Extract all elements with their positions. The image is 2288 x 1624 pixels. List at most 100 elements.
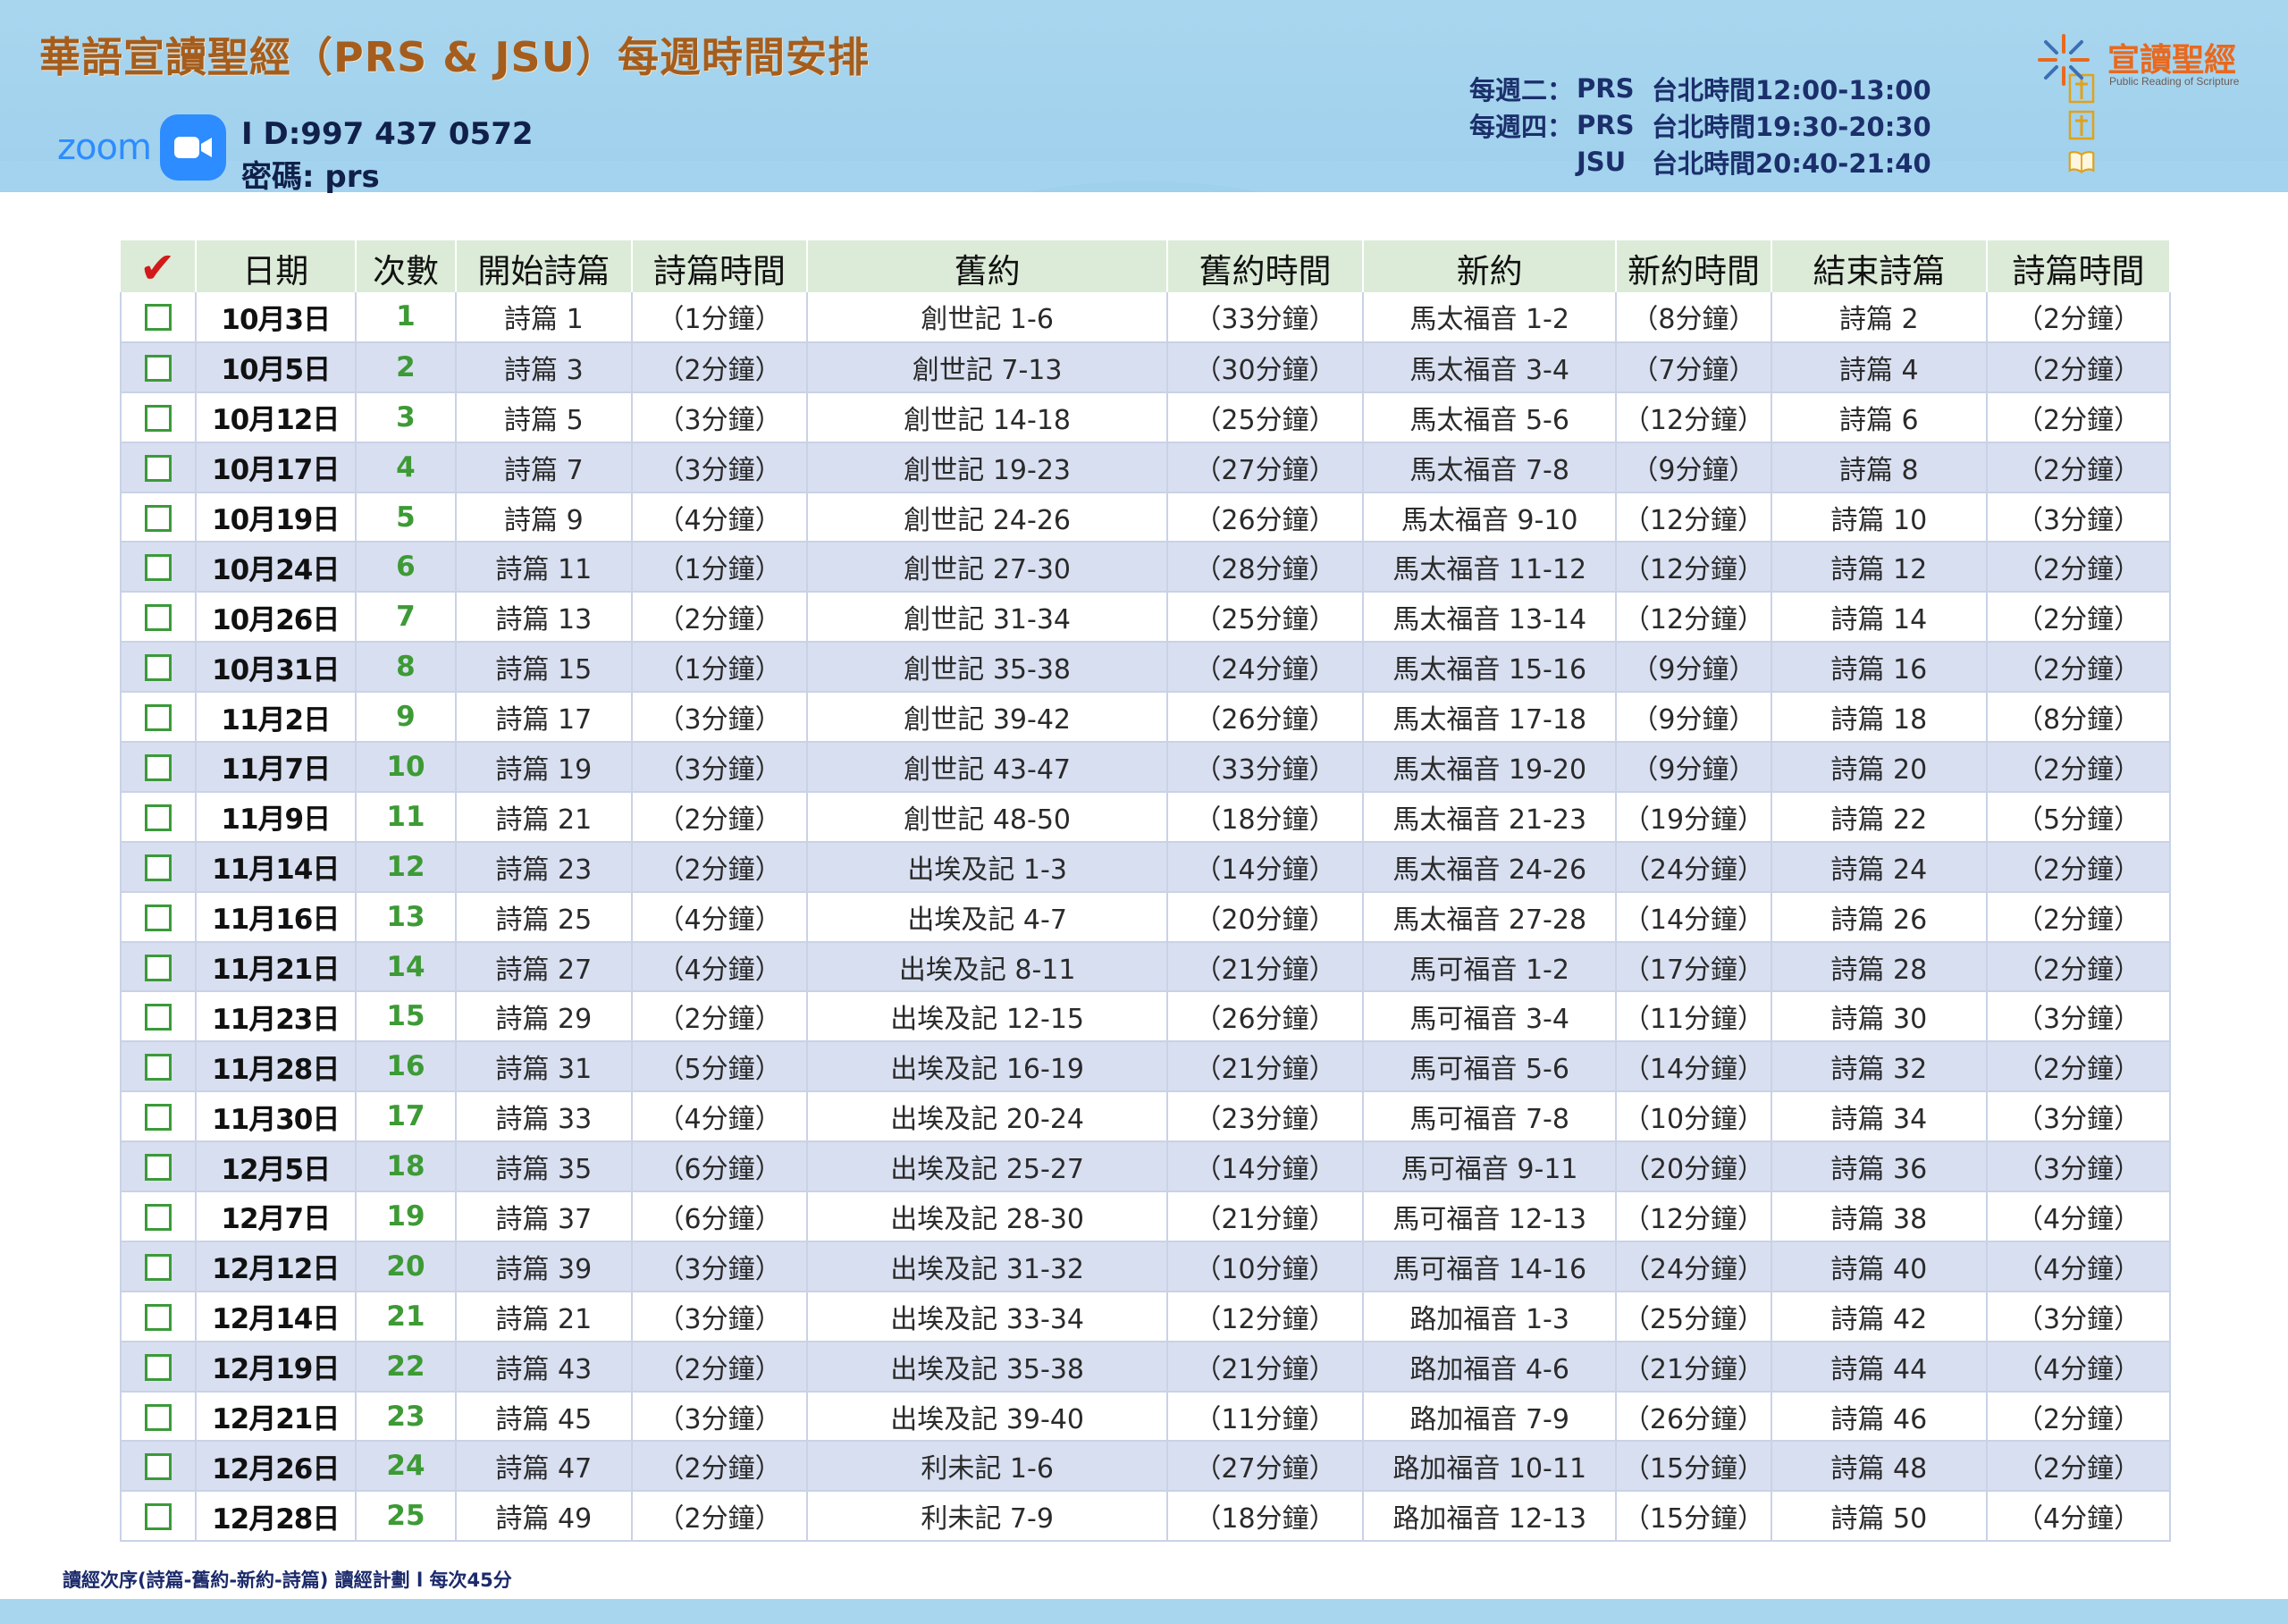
- completion-checkbox[interactable]: [144, 704, 172, 732]
- completion-checkbox[interactable]: [144, 1453, 172, 1481]
- completion-checkbox[interactable]: [144, 1203, 172, 1231]
- opening-psalm-cell: 詩篇 21: [456, 1291, 633, 1342]
- new-testament-cell: 馬可福音 14-16: [1363, 1241, 1618, 1292]
- closing-psalm-time-cell: （3分鐘）: [1987, 492, 2171, 543]
- date-cell: 10月3日: [195, 292, 357, 343]
- new-testament-cell: 馬太福音 1-2: [1363, 292, 1618, 343]
- new-testament-cell: 馬可福音 7-8: [1363, 1091, 1618, 1143]
- closing-psalm-cell: 詩篇 44: [1771, 1341, 1989, 1393]
- completion-checkbox[interactable]: [144, 753, 172, 781]
- checkbox-cell: [120, 1141, 197, 1193]
- old-testament-cell: 創世記 24-26: [807, 492, 1168, 543]
- schedule-time: 台北時間20:40-21:40: [1652, 147, 1931, 179]
- old-testament-time-cell: （14分鐘）: [1166, 841, 1365, 893]
- opening-psalm-cell: 詩篇 47: [456, 1441, 633, 1493]
- brand-name: 宣讀聖經: [2107, 42, 2237, 79]
- video-camera-icon: [159, 114, 226, 181]
- new-testament-time-cell: （9分鐘）: [1616, 642, 1772, 694]
- completion-checkbox[interactable]: [144, 1054, 172, 1081]
- date-cell: 10月5日: [195, 341, 357, 393]
- opening-psalm-time-cell: （5分鐘）: [631, 1041, 809, 1093]
- new-testament-cell: 馬太福音 11-12: [1363, 542, 1618, 593]
- completion-checkbox[interactable]: [144, 304, 172, 332]
- table-row: 11月9日 11 詩篇 21 （2分鐘） 創世記 48-50 （18分鐘） 馬太福音 21-…: [120, 791, 2171, 843]
- completion-checkbox[interactable]: [144, 1403, 172, 1431]
- old-testament-cell: 出埃及記 39-40: [807, 1391, 1168, 1443]
- open-book-icon: [2068, 150, 2095, 173]
- table-row: 11月2日 9 詩篇 17 （3分鐘） 創世記 39-42 （26分鐘） 馬太福音 17-1…: [120, 692, 2171, 744]
- old-testament-time-cell: （21分鐘）: [1166, 1191, 1365, 1242]
- old-testament-cell: 創世記 35-38: [807, 642, 1168, 694]
- new-testament-cell: 馬可福音 12-13: [1363, 1191, 1618, 1242]
- completion-checkbox[interactable]: [144, 454, 172, 482]
- session-number-cell: 1: [355, 292, 458, 343]
- completion-checkbox[interactable]: [144, 804, 172, 831]
- old-testament-time-cell: （28分鐘）: [1166, 542, 1365, 593]
- completion-checkbox[interactable]: [144, 1104, 172, 1132]
- date-cell: 12月5日: [195, 1141, 357, 1193]
- opening-psalm-cell: 詩篇 3: [456, 341, 633, 393]
- opening-psalm-time-cell: （2分鐘）: [631, 592, 809, 644]
- old-testament-cell: 出埃及記 20-24: [807, 1091, 1168, 1143]
- completion-checkbox[interactable]: [144, 604, 172, 632]
- header-wave: [0, 161, 2288, 223]
- completion-checkbox[interactable]: [144, 404, 172, 432]
- checkbox-cell: [120, 292, 197, 343]
- date-cell: 12月21日: [195, 1391, 357, 1443]
- old-testament-time-cell: （33分鐘）: [1166, 742, 1365, 793]
- new-testament-time-cell: （19分鐘）: [1616, 791, 1772, 843]
- completion-checkbox[interactable]: [144, 854, 172, 881]
- completion-checkbox[interactable]: [144, 954, 172, 981]
- old-testament-cell: 創世記 14-18: [807, 391, 1168, 443]
- closing-psalm-cell: 詩篇 36: [1771, 1141, 1989, 1193]
- opening-psalm-time-cell: （6分鐘）: [631, 1191, 809, 1242]
- date-cell: 11月2日: [195, 692, 357, 744]
- weekly-schedule: 每週二： PRS 台北時間12:00-13:00 每週四： PRS 台北時間19…: [1457, 70, 2095, 180]
- closing-psalm-time-cell: （2分鐘）: [1987, 341, 2171, 393]
- completion-checkbox[interactable]: [144, 354, 172, 382]
- table-row: 12月5日 18 詩篇 35 （6分鐘） 出埃及記 25-27 （14分鐘） 馬可福音 9-…: [120, 1141, 2171, 1193]
- completion-checkbox[interactable]: [144, 1503, 172, 1531]
- zoom-logo: zoom: [57, 114, 226, 181]
- new-testament-time-cell: （9分鐘）: [1616, 692, 1772, 744]
- completion-checkbox[interactable]: [144, 654, 172, 682]
- completion-checkbox[interactable]: [144, 904, 172, 931]
- new-testament-cell: 路加福音 1-3: [1363, 1291, 1618, 1342]
- table-row: 11月30日 17 詩篇 33 （4分鐘） 出埃及記 20-24 （23分鐘） 馬可福音 7…: [120, 1091, 2171, 1143]
- schedule-program: PRS: [1577, 72, 1635, 104]
- closing-psalm-cell: 詩篇 20: [1771, 742, 1989, 793]
- opening-psalm-cell: 詩篇 17: [456, 692, 633, 744]
- new-testament-time-cell: （9分鐘）: [1616, 742, 1772, 793]
- closing-psalm-time-cell: （2分鐘）: [1987, 941, 2171, 993]
- footnote: 讀經次序(詩篇-舊約-新約-詩篇) 讀經計劃 l 每次45分: [63, 1569, 512, 1591]
- table-row: 12月14日 21 詩篇 21 （3分鐘） 出埃及記 33-34 （12分鐘） 路加福音 1…: [120, 1291, 2171, 1342]
- closing-psalm-time-cell: （3分鐘）: [1987, 991, 2171, 1043]
- completion-checkbox[interactable]: [144, 554, 172, 582]
- completion-checkbox[interactable]: [144, 1154, 172, 1182]
- session-number-cell: 20: [355, 1241, 458, 1292]
- completion-checkbox[interactable]: [144, 1353, 172, 1381]
- checkbox-cell: [120, 1091, 197, 1143]
- old-testament-time-cell: （14分鐘）: [1166, 1141, 1365, 1193]
- opening-psalm-cell: 詩篇 39: [456, 1241, 633, 1292]
- closing-psalm-cell: 詩篇 18: [1771, 692, 1989, 744]
- new-testament-time-cell: （12分鐘）: [1616, 1191, 1772, 1242]
- table-row: 12月21日 23 詩篇 45 （3分鐘） 出埃及記 39-40 （11分鐘） 路加福音 7…: [120, 1391, 2171, 1443]
- old-testament-cell: 出埃及記 31-32: [807, 1241, 1168, 1292]
- opening-psalm-cell: 詩篇 11: [456, 542, 633, 593]
- old-testament-time-cell: （24分鐘）: [1166, 642, 1365, 694]
- table-row: 10月17日 4 詩篇 7 （3分鐘） 創世記 19-23 （27分鐘） 馬太福音 7-8 （…: [120, 442, 2171, 493]
- new-testament-time-cell: （10分鐘）: [1616, 1091, 1772, 1143]
- new-testament-time-cell: （14分鐘）: [1616, 1041, 1772, 1093]
- completion-checkbox[interactable]: [144, 1303, 172, 1331]
- completion-checkbox[interactable]: [144, 1253, 172, 1281]
- completion-checkbox[interactable]: [144, 1004, 172, 1031]
- old-testament-time-cell: （26分鐘）: [1166, 991, 1365, 1043]
- completion-checkbox[interactable]: [144, 504, 172, 532]
- date-cell: 11月23日: [195, 991, 357, 1043]
- old-testament-cell: 創世記 1-6: [807, 292, 1168, 343]
- header-band: [0, 0, 2288, 192]
- checkbox-cell: [120, 1391, 197, 1443]
- old-testament-time-cell: （27分鐘）: [1166, 1441, 1365, 1493]
- opening-psalm-cell: 詩篇 25: [456, 891, 633, 943]
